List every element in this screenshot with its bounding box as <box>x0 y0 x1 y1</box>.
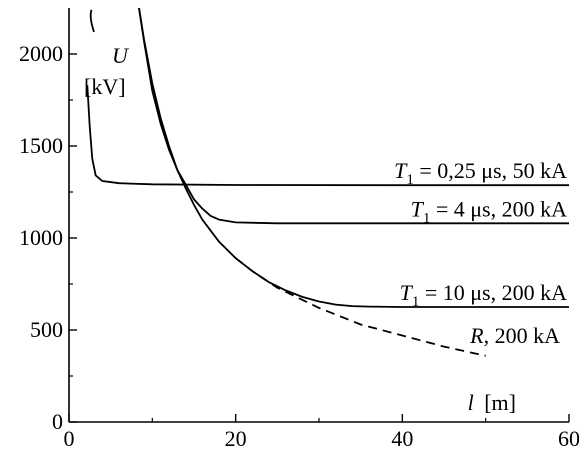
ticks: 0 500 1000 1500 2000 0 20 40 60 <box>19 41 579 450</box>
series-label-3: T1 = 10 μs, 200 kA <box>400 280 568 310</box>
series-line-2 <box>138 7 569 225</box>
x-axis-label: l [m] <box>468 390 516 415</box>
x-tick-label: 0 <box>64 426 75 450</box>
y-tick-label: 500 <box>30 317 63 342</box>
y-axis-symbol: U <box>112 43 130 68</box>
y-tick-label: 1000 <box>19 225 63 250</box>
series-line-1 <box>86 85 569 187</box>
x-axis-symbol: l <box>468 390 474 415</box>
x-axis-unit: [m] <box>484 390 516 415</box>
y-axis-label: U [kV] <box>84 43 133 99</box>
x-tick-label: 60 <box>558 426 579 450</box>
x-tick-label: 40 <box>391 426 413 450</box>
x-tick-label: 20 <box>225 426 247 450</box>
series-label-2: T1 = 4 μs, 200 kA <box>411 196 568 226</box>
curve-fragment <box>89 9 95 33</box>
y-tick-label: 2000 <box>19 41 63 66</box>
y-tick-label: 1500 <box>19 133 63 158</box>
y-axis-unit: [kV] <box>84 74 126 99</box>
series-layer <box>86 7 569 357</box>
y-tick-label: 0 <box>52 409 63 434</box>
series-labels: T1 = 0,25 μs, 50 kA T1 = 4 μs, 200 kA T1 =… <box>394 158 567 348</box>
series-label-4: R, 200 kA <box>469 323 560 348</box>
series-label-1: T1 = 0,25 μs, 50 kA <box>394 158 567 188</box>
